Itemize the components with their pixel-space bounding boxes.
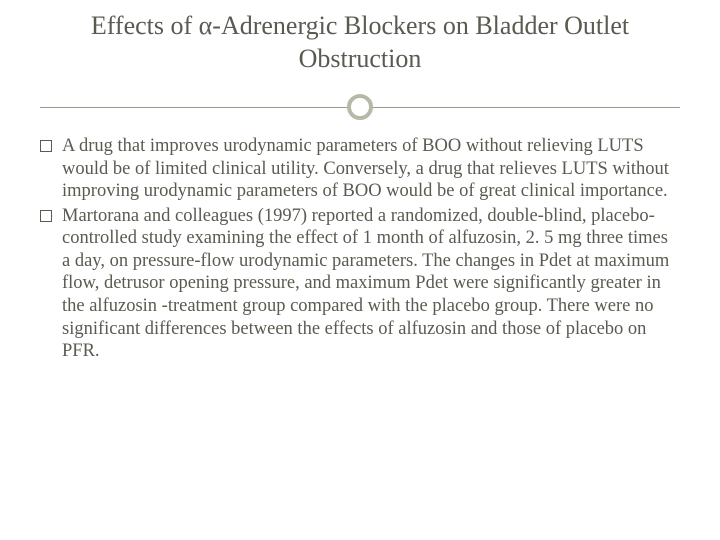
body-text: A drug that improves urodynamic paramete… [40, 135, 680, 363]
bullet-item: Martorana and colleagues (1997) reported… [40, 205, 680, 363]
square-bullet-icon [40, 140, 52, 152]
divider [40, 93, 680, 121]
bullet-text: Martorana and colleagues (1997) reported… [62, 206, 669, 361]
bullet-item: A drug that improves urodynamic paramete… [40, 135, 680, 203]
square-bullet-icon [40, 210, 52, 222]
slide: Effects of α-Adrenergic Blockers on Blad… [0, 0, 720, 540]
divider-circle-icon [347, 94, 373, 120]
bullet-text: A drug that improves urodynamic paramete… [62, 136, 669, 201]
slide-title: Effects of α-Adrenergic Blockers on Blad… [40, 10, 680, 75]
